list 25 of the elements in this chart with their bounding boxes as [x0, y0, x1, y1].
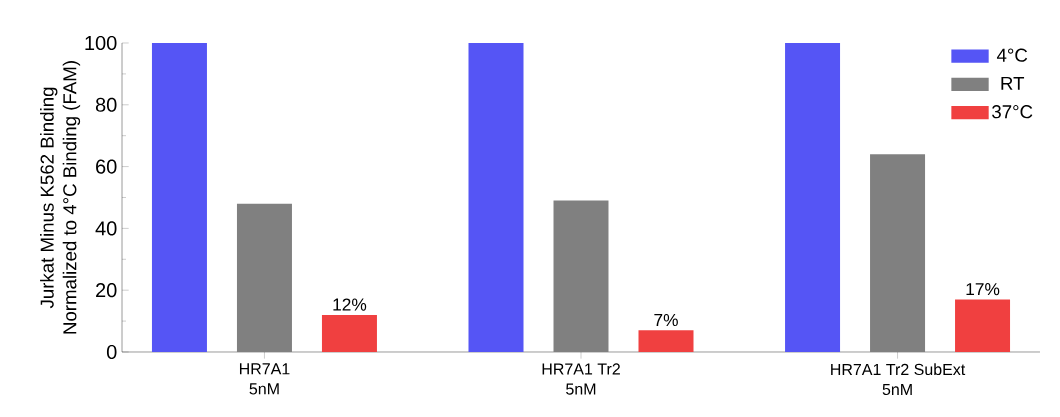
- y-tick-label: 40: [95, 221, 117, 236]
- bar: [955, 299, 1011, 352]
- x-tick-label: HR7A1 5nM: [239, 363, 290, 395]
- y-tick-label: 20: [96, 283, 117, 298]
- legend-label: 4°C: [996, 48, 1028, 62]
- legend-label: RT: [1001, 76, 1025, 90]
- y-axis-title: Jurkat Minus K562 Binding Normalized to 4°C Binding (FAM): [40, 61, 81, 334]
- bar: [321, 314, 377, 352]
- y-tick-label: 0: [106, 344, 117, 360]
- bar: [151, 42, 207, 352]
- y-tick-label: 80: [95, 97, 117, 112]
- bar: [468, 42, 524, 352]
- bar: [236, 203, 292, 352]
- bar: [870, 154, 926, 352]
- data-label: 17%: [966, 283, 1000, 296]
- legend-label: 37°C: [992, 105, 1033, 119]
- bar: [785, 42, 841, 352]
- data-label: 12%: [333, 298, 367, 311]
- data-label: 7%: [654, 313, 678, 327]
- y-tick-label: 100: [85, 35, 117, 51]
- bar: [638, 330, 694, 352]
- x-tick-label: HR7A1 Tr2 5nM: [542, 363, 620, 395]
- bar: [553, 200, 609, 352]
- y-tick-label: 60: [96, 159, 117, 174]
- x-tick-label: HR7A1 Tr2 SubExt 5nM: [831, 363, 966, 396]
